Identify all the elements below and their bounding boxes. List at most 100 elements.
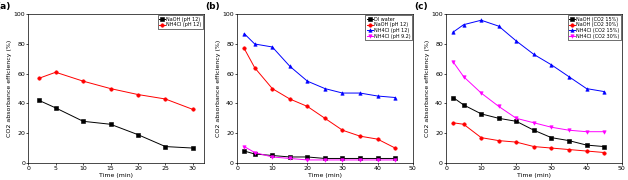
Legend: NaOH (CO2 15%), NaOH (CO2 30%), NH4Cl (CO2 15%), NH4Cl (CO2 30%): NaOH (CO2 15%), NaOH (CO2 30%), NH4Cl (C… bbox=[568, 15, 620, 40]
NH4Cl (pH 12) bbox=[374, 95, 381, 97]
NH4Cl (pH 12) bbox=[35, 77, 43, 79]
NH4Cl (CO2 30%) bbox=[565, 129, 573, 131]
NH4Cl (CO2 30%) bbox=[450, 61, 457, 63]
NaOH (pH 12) bbox=[251, 67, 259, 69]
NH4Cl (CO2 30%) bbox=[512, 117, 520, 119]
NaOH (CO2 15%) bbox=[530, 129, 538, 131]
NH4Cl (CO2 30%) bbox=[460, 76, 467, 78]
NH4Cl (pH 12) bbox=[286, 65, 294, 67]
Line: NaOH (pH 12): NaOH (pH 12) bbox=[38, 99, 195, 150]
NaOH (CO2 15%) bbox=[450, 96, 457, 99]
NaOH (CO2 30%) bbox=[450, 122, 457, 124]
DI water bbox=[356, 157, 364, 159]
Line: DI water: DI water bbox=[242, 149, 397, 160]
DI water bbox=[338, 157, 346, 159]
NaOH (CO2 15%) bbox=[600, 145, 608, 148]
NaOH (pH 12) bbox=[391, 147, 399, 149]
NH4Cl (pH 9.2) bbox=[356, 159, 364, 161]
NaOH (CO2 15%) bbox=[460, 104, 467, 106]
NH4Cl (CO2 15%) bbox=[495, 25, 502, 27]
NaOH (CO2 15%) bbox=[512, 120, 520, 122]
NaOH (CO2 30%) bbox=[548, 147, 555, 149]
X-axis label: Time (min): Time (min) bbox=[308, 172, 342, 177]
DI water bbox=[391, 157, 399, 159]
NaOH (CO2 15%) bbox=[495, 117, 502, 119]
NaOH (CO2 30%) bbox=[600, 151, 608, 154]
NaOH (pH 12) bbox=[189, 147, 197, 149]
DI water bbox=[374, 157, 381, 159]
NH4Cl (CO2 15%) bbox=[512, 40, 520, 42]
NaOH (pH 12) bbox=[107, 123, 114, 125]
NH4Cl (pH 12) bbox=[303, 80, 311, 82]
NaOH (pH 12) bbox=[134, 134, 142, 136]
NH4Cl (CO2 30%) bbox=[548, 126, 555, 128]
Line: NH4Cl (CO2 15%): NH4Cl (CO2 15%) bbox=[452, 19, 606, 93]
NH4Cl (CO2 30%) bbox=[477, 92, 485, 94]
NaOH (CO2 30%) bbox=[530, 145, 538, 148]
NaOH (pH 12) bbox=[269, 87, 276, 90]
NH4Cl (pH 12) bbox=[269, 46, 276, 48]
Line: NaOH (CO2 15%): NaOH (CO2 15%) bbox=[452, 96, 606, 148]
NH4Cl (CO2 15%) bbox=[600, 91, 608, 93]
Line: NH4Cl (pH 12): NH4Cl (pH 12) bbox=[38, 71, 195, 111]
DI water bbox=[251, 153, 259, 155]
NH4Cl (pH 12) bbox=[79, 80, 87, 82]
NaOH (pH 12) bbox=[52, 107, 60, 109]
NH4Cl (CO2 15%) bbox=[477, 19, 485, 21]
NaOH (CO2 30%) bbox=[477, 137, 485, 139]
NH4Cl (pH 9.2) bbox=[303, 159, 311, 161]
NaOH (pH 12) bbox=[374, 138, 381, 140]
NH4Cl (CO2 30%) bbox=[530, 122, 538, 124]
NaOH (pH 12) bbox=[338, 129, 346, 131]
NH4Cl (pH 9.2) bbox=[241, 145, 248, 148]
Text: (a): (a) bbox=[0, 2, 11, 11]
NH4Cl (pH 12) bbox=[251, 43, 259, 45]
NH4Cl (CO2 15%) bbox=[460, 24, 467, 26]
X-axis label: Time (min): Time (min) bbox=[517, 172, 551, 177]
NH4Cl (pH 12) bbox=[161, 98, 169, 100]
NH4Cl (CO2 15%) bbox=[583, 87, 590, 90]
Text: (b): (b) bbox=[205, 2, 220, 11]
NH4Cl (CO2 15%) bbox=[548, 64, 555, 66]
Y-axis label: CO2 absorbance efficiency (%): CO2 absorbance efficiency (%) bbox=[216, 40, 221, 137]
NaOH (pH 12) bbox=[303, 105, 311, 107]
NaOH (CO2 15%) bbox=[565, 140, 573, 142]
Y-axis label: CO2 absorbance efficiency (%): CO2 absorbance efficiency (%) bbox=[7, 40, 12, 137]
NH4Cl (pH 9.2) bbox=[374, 159, 381, 161]
NH4Cl (pH 9.2) bbox=[321, 159, 328, 161]
NaOH (CO2 30%) bbox=[495, 140, 502, 142]
NH4Cl (pH 12) bbox=[52, 71, 60, 73]
NH4Cl (CO2 15%) bbox=[530, 53, 538, 55]
NH4Cl (pH 9.2) bbox=[286, 157, 294, 159]
Line: NH4Cl (pH 9.2): NH4Cl (pH 9.2) bbox=[242, 145, 397, 162]
NH4Cl (pH 9.2) bbox=[269, 156, 276, 158]
X-axis label: Time (min): Time (min) bbox=[99, 172, 133, 177]
NH4Cl (CO2 15%) bbox=[565, 76, 573, 78]
NH4Cl (pH 12) bbox=[189, 108, 197, 111]
NH4Cl (pH 12) bbox=[338, 92, 346, 94]
NaOH (pH 12) bbox=[35, 99, 43, 102]
NH4Cl (pH 12) bbox=[356, 92, 364, 94]
NaOH (CO2 30%) bbox=[512, 141, 520, 143]
NH4Cl (pH 9.2) bbox=[391, 159, 399, 161]
NH4Cl (pH 12) bbox=[241, 33, 248, 35]
NaOH (pH 12) bbox=[321, 117, 328, 119]
DI water bbox=[286, 156, 294, 158]
NH4Cl (pH 9.2) bbox=[338, 159, 346, 161]
NaOH (pH 12) bbox=[241, 47, 248, 50]
NH4Cl (pH 12) bbox=[107, 87, 114, 90]
NaOH (pH 12) bbox=[79, 120, 87, 122]
NH4Cl (pH 12) bbox=[321, 87, 328, 90]
NH4Cl (pH 9.2) bbox=[251, 151, 259, 154]
DI water bbox=[269, 154, 276, 157]
Line: NaOH (pH 12): NaOH (pH 12) bbox=[242, 47, 397, 150]
Y-axis label: CO2 absorbance efficiency (%): CO2 absorbance efficiency (%) bbox=[425, 40, 430, 137]
NaOH (pH 12) bbox=[161, 145, 169, 148]
NH4Cl (pH 12) bbox=[134, 93, 142, 96]
Text: (c): (c) bbox=[414, 2, 428, 11]
NaOH (pH 12) bbox=[286, 98, 294, 100]
NH4Cl (pH 12) bbox=[391, 96, 399, 99]
DI water bbox=[241, 150, 248, 152]
NaOH (CO2 30%) bbox=[460, 123, 467, 125]
NaOH (CO2 30%) bbox=[565, 148, 573, 151]
